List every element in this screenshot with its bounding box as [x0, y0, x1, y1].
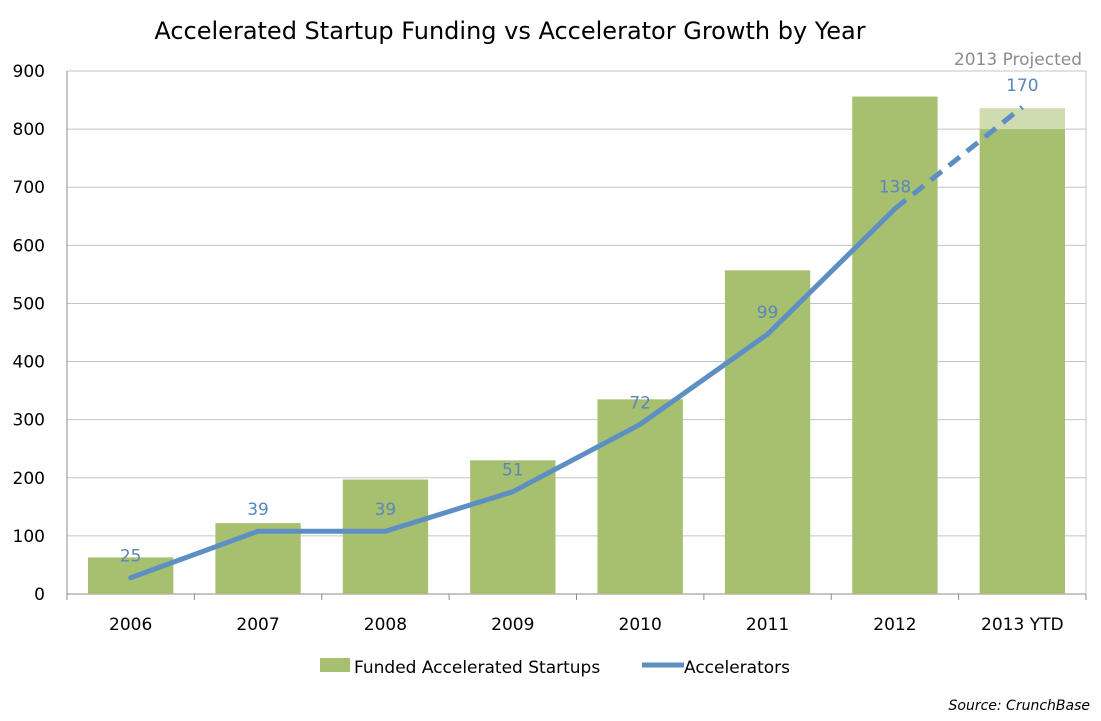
- data-label: 72: [629, 393, 651, 413]
- y-tick-label: 200: [13, 469, 45, 489]
- source-note: Source: CrunchBase: [949, 698, 1091, 714]
- bar: [852, 96, 938, 595]
- bar: [470, 460, 556, 594]
- y-tick-label: 500: [13, 294, 45, 314]
- y-tick-label: 0: [34, 585, 45, 605]
- x-tick-label: 2010: [619, 615, 662, 635]
- chart-title: Accelerated Startup Funding vs Accelerat…: [154, 17, 865, 45]
- legend-swatch-funded: [320, 658, 350, 672]
- legend: Funded Accelerated Startups Accelerators: [320, 658, 790, 678]
- bar: [597, 399, 683, 594]
- bar: [342, 479, 429, 594]
- y-tick-label: 400: [13, 353, 45, 373]
- accelerators-line-projected: [893, 105, 1024, 211]
- y-tick-label: 900: [13, 62, 45, 82]
- x-tick-label: 2007: [236, 615, 279, 635]
- data-label: 99: [757, 303, 779, 323]
- projected-annotation: 2013 Projected: [954, 50, 1082, 70]
- x-tick-label: 2006: [109, 615, 152, 635]
- bar-series: [88, 96, 1065, 595]
- y-tick-label: 800: [13, 120, 45, 140]
- y-axis: 0 100 200 300 400 500 600 700 800 900: [13, 62, 68, 605]
- data-label: 25: [120, 547, 142, 567]
- bar-projected: [979, 108, 1065, 130]
- y-tick-label: 300: [13, 411, 45, 431]
- y-tick-label: 100: [13, 527, 45, 547]
- line-series: [128, 105, 1024, 581]
- x-axis: 2006 2007 2008 2009 2010 2011 2012 2013 YTD: [66, 593, 1087, 635]
- data-labels: 25 39 39 51 72 99 138 170: [120, 76, 1039, 567]
- x-tick-label: 2012: [873, 615, 916, 635]
- bar: [215, 523, 301, 594]
- x-tick-label: 2011: [746, 615, 789, 635]
- bar: [979, 129, 1065, 594]
- data-label: 39: [247, 500, 269, 520]
- legend-label-funded: Funded Accelerated Startups: [354, 658, 600, 678]
- data-label: 39: [375, 500, 397, 520]
- x-tick-label: 2008: [364, 615, 407, 635]
- y-tick-label: 600: [13, 236, 45, 256]
- bar: [724, 270, 811, 594]
- x-tick-label: 2013 YTD: [981, 615, 1064, 635]
- y-tick-label: 700: [13, 178, 45, 198]
- data-label: 51: [502, 461, 524, 481]
- accelerators-line: [128, 206, 898, 581]
- x-tick-label: 2009: [491, 615, 534, 635]
- data-label: 170: [1006, 76, 1038, 96]
- data-label: 138: [879, 178, 911, 198]
- legend-label-accelerators: Accelerators: [684, 658, 790, 678]
